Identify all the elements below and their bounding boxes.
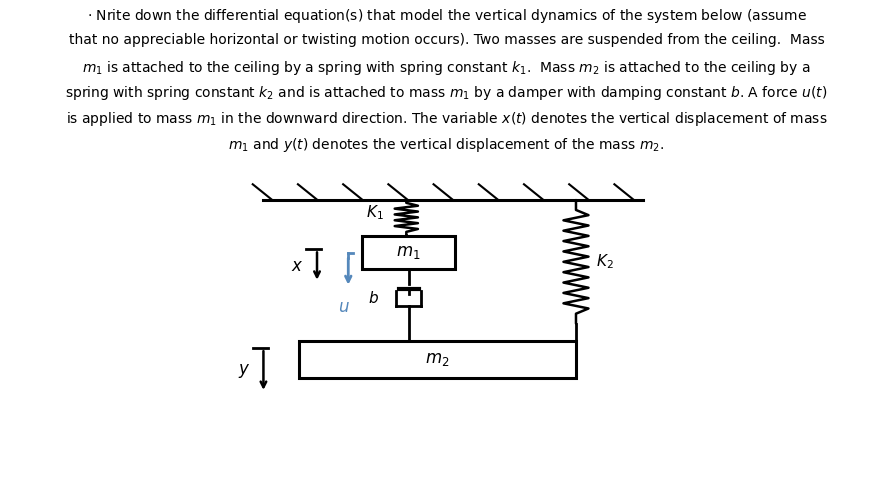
Text: $m_1$ and $y(t)$ denotes the vertical displacement of the mass $m_2$.: $m_1$ and $y(t)$ denotes the vertical di… <box>229 136 664 154</box>
Text: $b$: $b$ <box>368 289 379 306</box>
Text: spring with spring constant $k_2$ and is attached to mass $m_1$ by a damper with: spring with spring constant $k_2$ and is… <box>65 84 828 102</box>
Bar <box>362 236 455 269</box>
Text: $\cdot$ Nrite down the differential equation(s) that model the vertical dynamics: $\cdot$ Nrite down the differential equa… <box>87 7 806 25</box>
Text: $y$: $y$ <box>238 362 250 379</box>
Text: $K_1$: $K_1$ <box>366 203 384 222</box>
Text: $m_1$ is attached to the ceiling by a spring with spring constant $k_1$.  Mass $: $m_1$ is attached to the ceiling by a sp… <box>82 59 811 77</box>
Text: $x$: $x$ <box>291 257 304 275</box>
Text: that no appreciable horizontal or twisting motion occurs). Two masses are suspen: that no appreciable horizontal or twisti… <box>69 33 824 47</box>
Text: is applied to mass $m_1$ in the downward direction. The variable $x(t)$ denotes : is applied to mass $m_1$ in the downward… <box>66 110 827 128</box>
Text: $m_1$: $m_1$ <box>396 244 421 261</box>
Text: $K_2$: $K_2$ <box>596 252 613 271</box>
Text: $u$: $u$ <box>338 298 350 316</box>
Bar <box>299 341 576 378</box>
Text: $m_2$: $m_2$ <box>425 350 450 369</box>
